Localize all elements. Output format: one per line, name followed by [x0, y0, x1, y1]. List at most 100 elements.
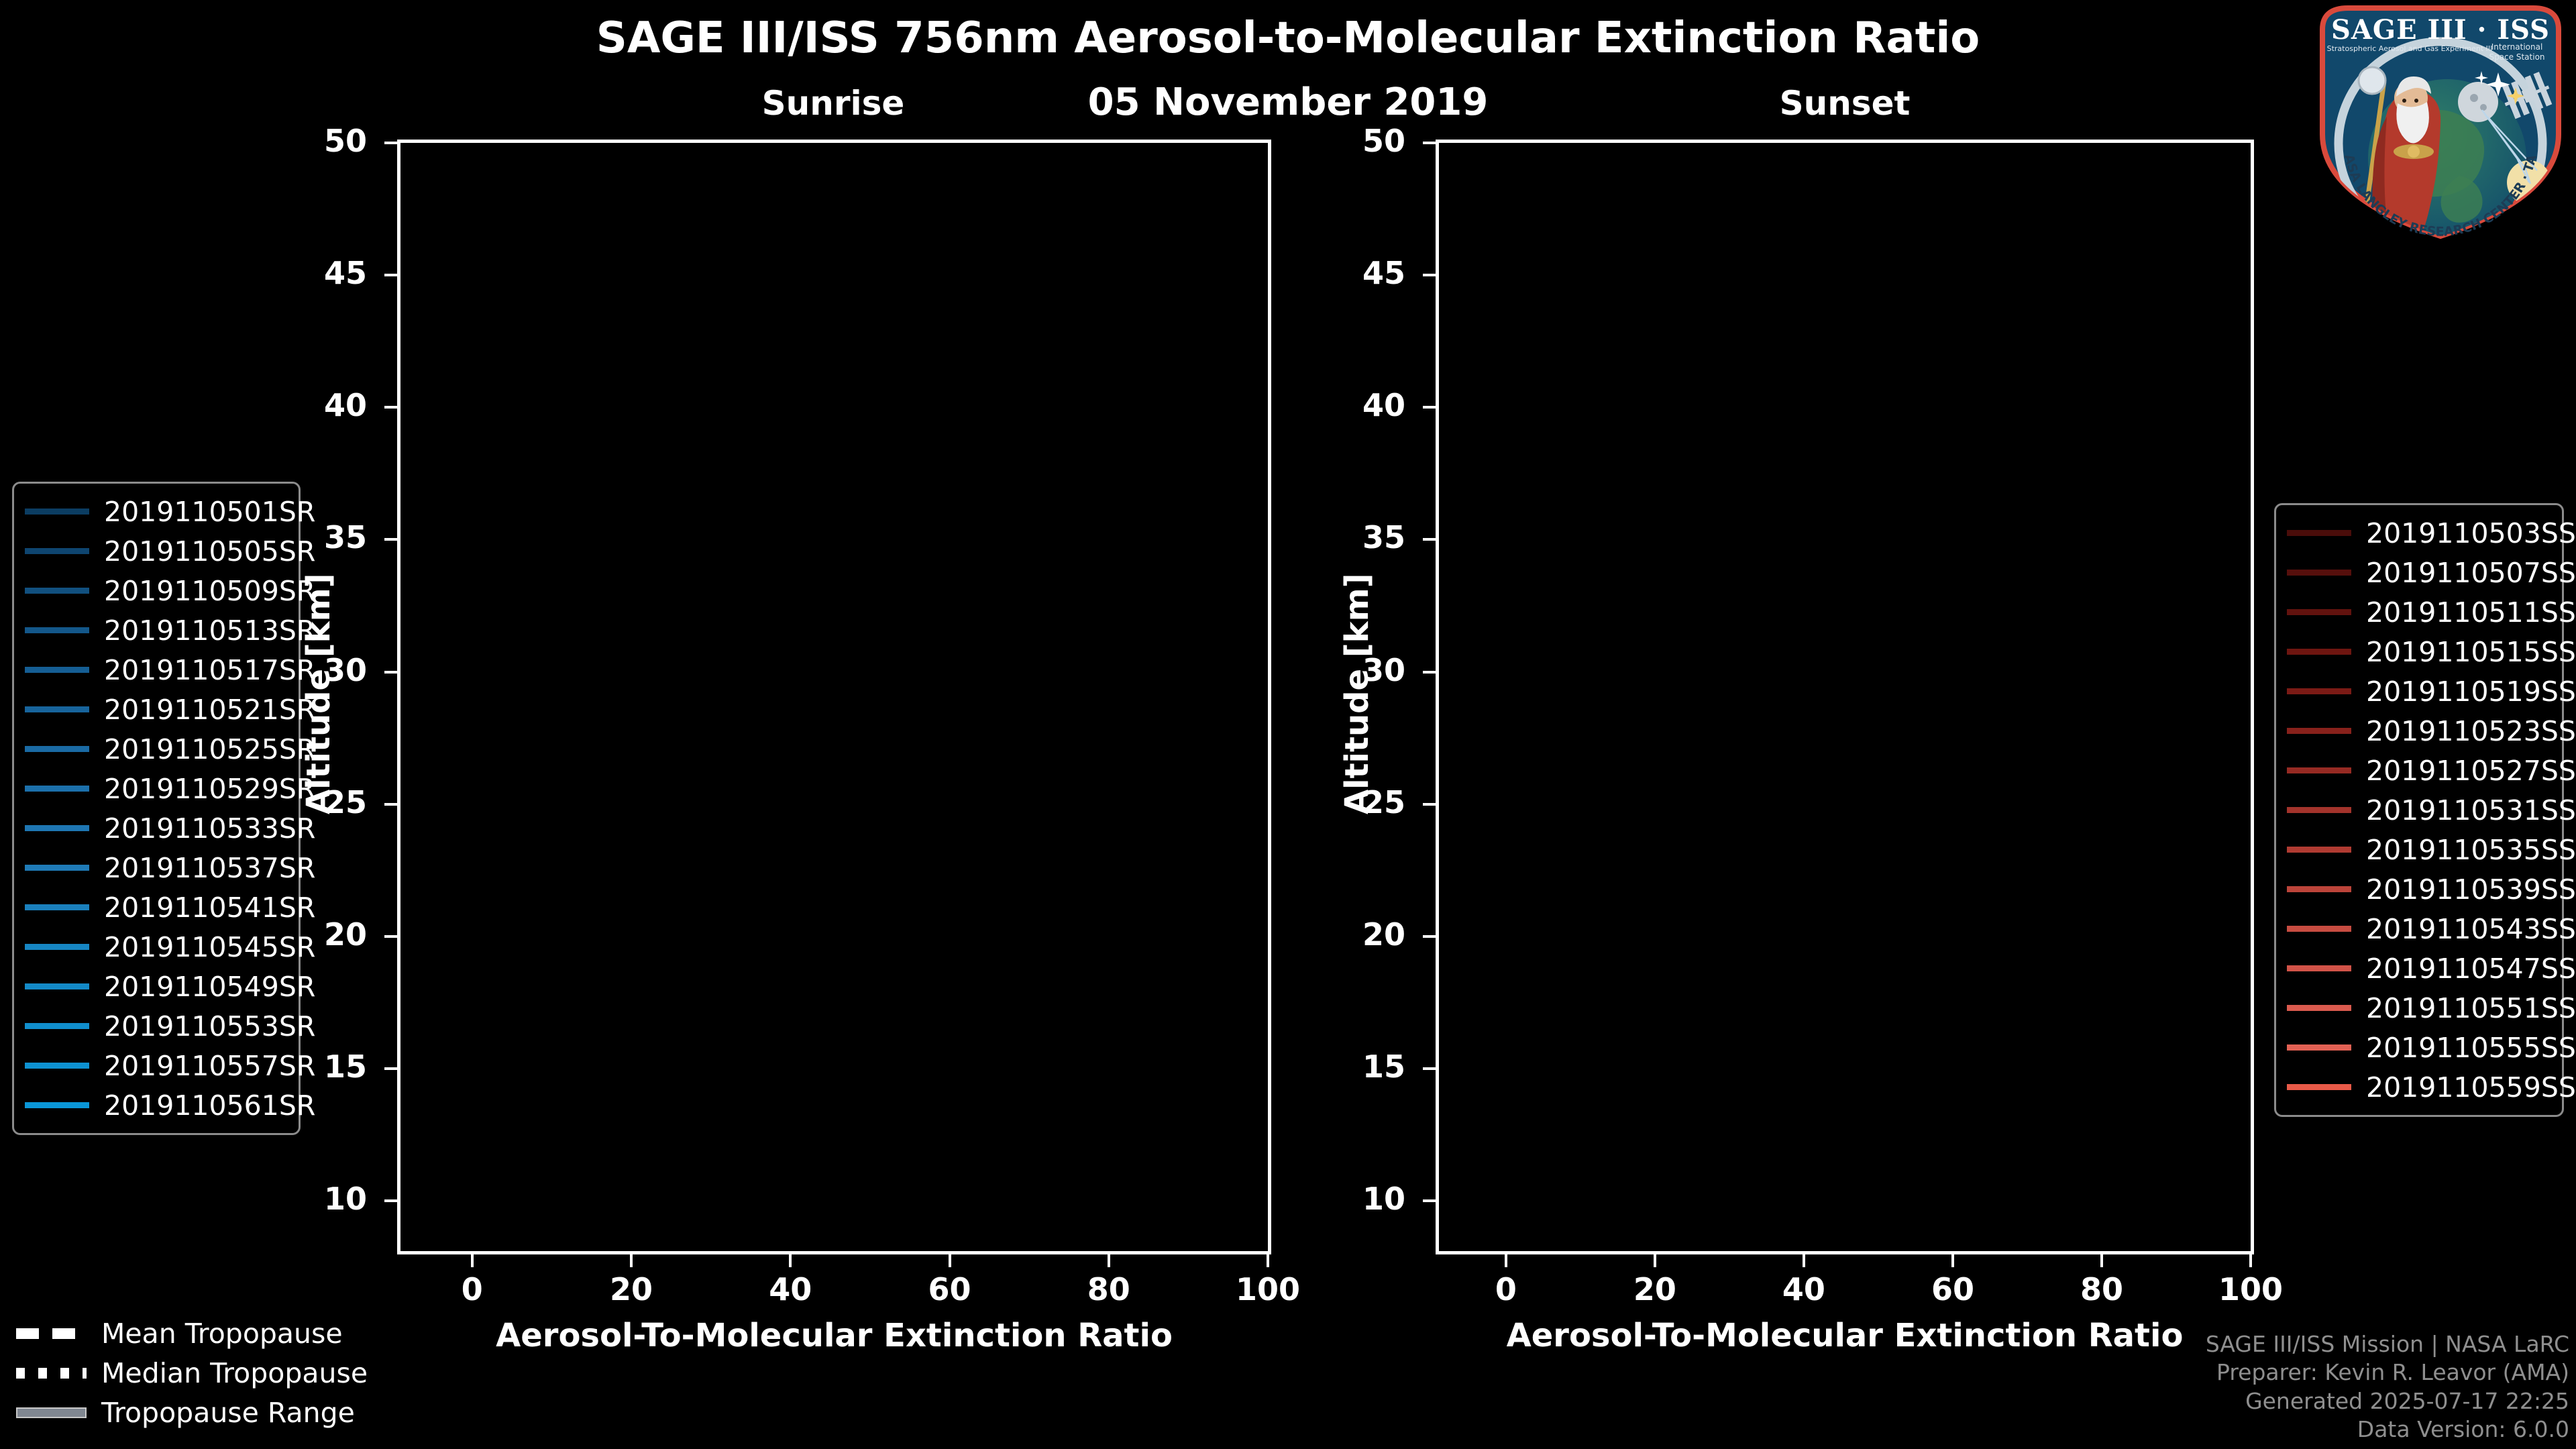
legend-item-label: 2019110519SS — [2366, 675, 2576, 708]
x-axis-title: Aerosol-To-Molecular Extinction Ratio — [1506, 1317, 2184, 1354]
legend-color-swatch-icon — [25, 627, 89, 633]
x-axis-tick — [1653, 1252, 1656, 1267]
legend-item-label: 2019110509SR — [104, 574, 316, 607]
x-axis-tick-label: 60 — [1931, 1271, 1974, 1307]
legend-item-label: 2019110511SS — [2366, 596, 2576, 629]
legend-color-swatch-icon — [25, 746, 89, 752]
y-axis-tick — [1423, 1067, 1438, 1070]
x-axis-tick — [2249, 1252, 2252, 1267]
x-axis-tick — [789, 1252, 792, 1267]
x-axis-tick — [1267, 1252, 1269, 1267]
x-axis-tick — [1802, 1252, 1805, 1267]
legend-color-swatch-icon — [25, 706, 89, 712]
legend-item[interactable]: 2019110535SS — [2287, 830, 2576, 869]
legend-item-label: 2019110539SS — [2366, 873, 2576, 906]
y-axis-tick-label: 45 — [323, 255, 367, 292]
legend-item-label: 2019110503SS — [2366, 517, 2576, 549]
legend-color-swatch-icon — [2287, 530, 2351, 536]
legend-label-mean-tropopause: Mean Tropopause — [101, 1317, 343, 1350]
x-axis-tick-label: 20 — [1633, 1271, 1676, 1307]
x-axis-tick — [1107, 1252, 1110, 1267]
y-axis-tick-label: 35 — [323, 519, 367, 556]
x-axis-tick — [1951, 1252, 1954, 1267]
legend-label-median-tropopause: Median Tropopause — [101, 1356, 368, 1389]
legend-item[interactable]: 2019110545SR — [25, 927, 315, 967]
legend-item[interactable]: 2019110551SS — [2287, 988, 2576, 1028]
legend-item-label: 2019110507SS — [2366, 556, 2576, 589]
x-axis-tick — [630, 1252, 633, 1267]
legend-item-label: 2019110541SR — [104, 891, 316, 924]
legend-item-label: 2019110505SR — [104, 535, 316, 568]
legend-item-tropopause-range: Tropopause Range — [16, 1393, 392, 1432]
y-axis-tick — [1423, 274, 1438, 277]
legend-item[interactable]: 2019110547SS — [2287, 949, 2576, 988]
legend-item[interactable]: 2019110527SS — [2287, 751, 2576, 790]
legend-item[interactable]: 2019110521SR — [25, 690, 315, 729]
legend-item-label: 2019110521SR — [104, 693, 316, 726]
y-axis-tick-label: 35 — [1362, 519, 1405, 556]
legend-item[interactable]: 2019110515SS — [2287, 632, 2576, 672]
legend-item[interactable]: 2019110509SR — [25, 571, 315, 610]
y-axis-tick — [1423, 802, 1438, 806]
y-axis-tick — [384, 934, 399, 938]
credits-line-preparer: Preparer: Kevin R. Leavor (AMA) — [2216, 1359, 2569, 1386]
y-axis-tick-label: 50 — [1362, 123, 1405, 159]
legend-item[interactable]: 2019110529SR — [25, 769, 315, 808]
y-axis-tick — [1423, 142, 1438, 144]
y-axis-tick — [384, 142, 399, 144]
legend-item[interactable]: 2019110553SR — [25, 1006, 315, 1046]
y-axis-tick — [384, 1067, 399, 1070]
legend-item-mean-tropopause: Mean Tropopause — [16, 1313, 392, 1353]
legend-item-label: 2019110553SR — [104, 1010, 316, 1042]
legend-color-swatch-icon — [25, 983, 89, 989]
legend-item[interactable]: 2019110523SS — [2287, 711, 2576, 751]
sunset-legend[interactable]: 2019110503SS 2019110507SS 2019110511SS 2019… — [2274, 503, 2576, 1117]
legend-color-swatch-icon — [2287, 767, 2351, 773]
legend-color-swatch-icon — [2287, 886, 2351, 892]
y-axis-tick — [1423, 670, 1438, 674]
legend-item[interactable]: 2019110503SS — [2287, 513, 2576, 553]
legend-item[interactable]: 2019110543SS — [2287, 909, 2576, 949]
legend-item[interactable]: 2019110561SR — [25, 1085, 315, 1125]
legend-label-tropopause-range: Tropopause Range — [101, 1396, 355, 1429]
legend-color-swatch-icon — [2287, 570, 2351, 576]
y-axis-tick-label: 15 — [323, 1048, 367, 1085]
legend-color-swatch-icon — [25, 508, 89, 515]
y-axis-tick-label: 30 — [1362, 651, 1405, 688]
legend-color-swatch-icon — [25, 904, 89, 910]
legend-color-swatch-icon — [2287, 965, 2351, 971]
legend-item[interactable]: 2019110505SR — [25, 531, 315, 571]
legend-item[interactable]: 2019110533SR — [25, 808, 315, 848]
legend-item[interactable]: 2019110517SR — [25, 650, 315, 690]
legend-item[interactable]: 2019110501SR — [25, 492, 315, 531]
legend-item-label: 2019110549SR — [104, 970, 316, 1003]
legend-item[interactable]: 2019110511SS — [2287, 592, 2576, 632]
legend-item[interactable]: 2019110539SS — [2287, 869, 2576, 909]
band-swatch-icon — [16, 1407, 87, 1418]
legend-item-label: 2019110523SS — [2366, 714, 2576, 747]
legend-item[interactable]: 2019110549SR — [25, 967, 315, 1006]
legend-item[interactable]: 2019110537SR — [25, 848, 315, 888]
legend-item[interactable]: 2019110559SS — [2287, 1067, 2576, 1107]
y-axis-tick — [384, 670, 399, 674]
legend-item-label: 2019110555SS — [2366, 1031, 2576, 1064]
legend-item[interactable]: 2019110525SR — [25, 729, 315, 769]
y-axis-title: Altitude [km] — [1338, 573, 1376, 814]
legend-item[interactable]: 2019110507SS — [2287, 553, 2576, 592]
legend-color-swatch-icon — [2287, 1084, 2351, 1090]
legend-item[interactable]: 2019110531SS — [2287, 790, 2576, 830]
legend-item-label: 2019110547SS — [2366, 952, 2576, 985]
legend-item[interactable]: 2019110541SR — [25, 888, 315, 927]
legend-item-label: 2019110517SR — [104, 653, 316, 686]
legend-item[interactable]: 2019110555SS — [2287, 1028, 2576, 1067]
sunrise-legend[interactable]: 2019110501SR 2019110505SR 2019110509SR 2019… — [12, 482, 315, 1135]
legend-item[interactable]: 2019110513SR — [25, 610, 315, 650]
y-axis-tick — [384, 538, 399, 541]
legend-item[interactable]: 2019110519SS — [2287, 672, 2576, 711]
mission-patch-svg: SAGE III · ISS Stratospheric Aerosol and… — [2310, 0, 2561, 239]
legend-item-label: 2019110531SS — [2366, 794, 2576, 826]
legend-item[interactable]: 2019110557SR — [25, 1046, 315, 1085]
x-axis-tick-label: 80 — [2080, 1271, 2123, 1307]
legend-color-swatch-icon — [2287, 688, 2351, 694]
x-axis-tick — [1504, 1252, 1507, 1267]
